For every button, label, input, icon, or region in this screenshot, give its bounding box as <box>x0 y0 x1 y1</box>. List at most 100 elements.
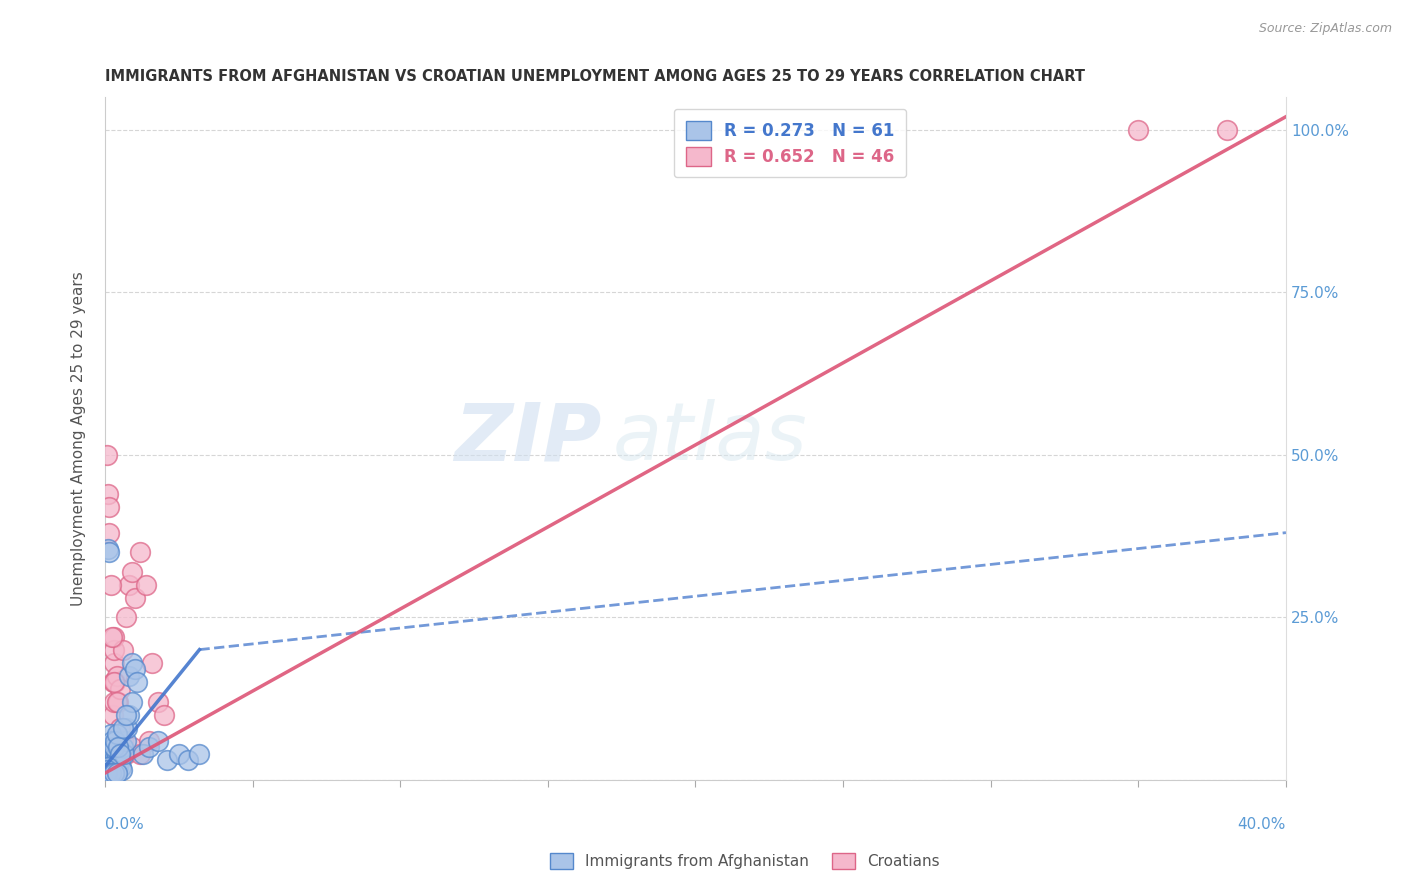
Point <box>103 753 125 767</box>
Point <box>167 747 190 761</box>
Point <box>153 707 176 722</box>
Point <box>135 577 157 591</box>
Point <box>96 759 118 773</box>
Point <box>121 740 143 755</box>
Point <box>100 750 122 764</box>
Text: IMMIGRANTS FROM AFGHANISTAN VS CROATIAN UNEMPLOYMENT AMONG AGES 25 TO 29 YEARS C: IMMIGRANTS FROM AFGHANISTAN VS CROATIAN … <box>105 69 1085 84</box>
Point <box>98 759 121 773</box>
Point <box>104 750 127 764</box>
Point <box>96 763 118 777</box>
Point <box>103 675 125 690</box>
Point <box>108 681 131 696</box>
Point <box>108 721 131 735</box>
Point <box>96 448 118 462</box>
Legend: R = 0.273   N = 61, R = 0.652   N = 46: R = 0.273 N = 61, R = 0.652 N = 46 <box>673 109 905 178</box>
Point <box>124 662 146 676</box>
Text: atlas: atlas <box>613 400 807 477</box>
Point <box>107 759 129 773</box>
Point <box>124 591 146 605</box>
Point <box>176 753 198 767</box>
Legend: Immigrants from Afghanistan, Croatians: Immigrants from Afghanistan, Croatians <box>544 847 946 875</box>
Point <box>105 763 128 777</box>
Point <box>108 756 131 771</box>
Point <box>104 756 127 771</box>
Point <box>105 668 128 682</box>
Point <box>103 656 125 670</box>
Point <box>107 740 129 755</box>
Point <box>98 525 121 540</box>
Text: Source: ZipAtlas.com: Source: ZipAtlas.com <box>1258 22 1392 36</box>
Point <box>96 766 118 780</box>
Point <box>103 747 125 761</box>
Point <box>101 756 124 771</box>
Point <box>111 721 134 735</box>
Point <box>103 766 125 780</box>
Point <box>1216 122 1239 136</box>
Point <box>132 747 155 761</box>
Point <box>127 675 149 690</box>
Point <box>114 747 136 761</box>
Point <box>146 733 169 747</box>
Point <box>100 747 122 761</box>
Y-axis label: Unemployment Among Ages 25 to 29 years: Unemployment Among Ages 25 to 29 years <box>72 271 86 606</box>
Point <box>104 675 127 690</box>
Point <box>141 656 163 670</box>
Point <box>117 577 139 591</box>
Point <box>101 756 124 771</box>
Point <box>98 756 121 771</box>
Point <box>103 740 125 755</box>
Point <box>121 695 143 709</box>
Point <box>188 747 211 761</box>
Point <box>121 565 143 579</box>
Point <box>103 642 125 657</box>
Point <box>121 656 143 670</box>
Point <box>101 707 124 722</box>
Point <box>105 753 128 767</box>
Point <box>138 733 160 747</box>
Point <box>104 733 127 747</box>
Point <box>97 500 120 514</box>
Point <box>97 756 120 771</box>
Point <box>100 759 122 773</box>
Point <box>100 753 122 767</box>
Point <box>97 486 120 500</box>
Point <box>103 630 125 644</box>
Point <box>117 707 139 722</box>
Point <box>129 747 152 761</box>
Point <box>107 750 129 764</box>
Point <box>108 747 131 761</box>
Point <box>129 545 152 559</box>
Point <box>105 766 128 780</box>
Point <box>108 753 131 767</box>
Point <box>101 630 124 644</box>
Point <box>114 707 136 722</box>
Point <box>111 740 134 755</box>
Point <box>112 747 135 761</box>
Point <box>1128 122 1150 136</box>
Point <box>100 577 122 591</box>
Point <box>100 766 122 780</box>
Point <box>101 763 124 777</box>
Point <box>96 753 118 767</box>
Text: 40.0%: 40.0% <box>1237 817 1286 832</box>
Point <box>103 695 125 709</box>
Point <box>98 740 121 755</box>
Point <box>105 727 128 741</box>
Point <box>103 675 125 690</box>
Point <box>115 721 138 735</box>
Point <box>110 759 132 773</box>
Point <box>96 759 118 773</box>
Point <box>110 763 132 777</box>
Point <box>105 695 128 709</box>
Point <box>111 733 134 747</box>
Point <box>110 747 132 761</box>
Point <box>100 727 122 741</box>
Text: ZIP: ZIP <box>454 400 600 477</box>
Point <box>107 695 129 709</box>
Point <box>117 668 139 682</box>
Point <box>98 753 121 767</box>
Point <box>101 733 124 747</box>
Point <box>98 763 121 777</box>
Point <box>97 747 120 761</box>
Point <box>98 545 121 559</box>
